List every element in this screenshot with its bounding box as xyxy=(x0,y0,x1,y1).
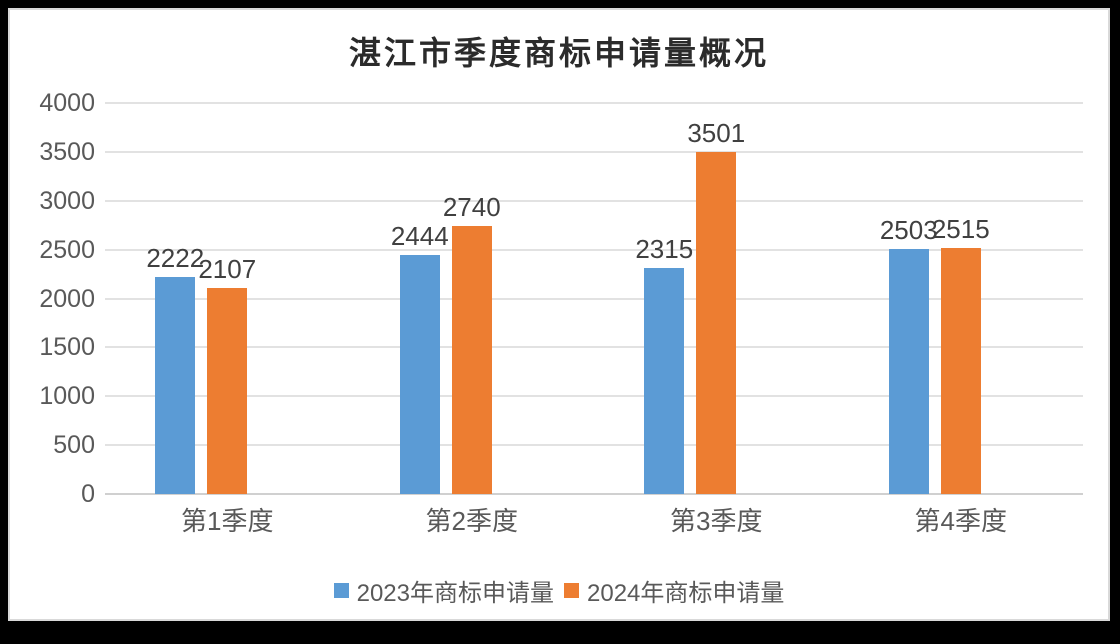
gridline xyxy=(105,102,1083,104)
x-axis-line xyxy=(105,493,1083,495)
bar-series2-q3 xyxy=(696,151,737,494)
legend-item: 2023年商标申请量 xyxy=(333,573,554,608)
y-axis-tick-label: 3500 xyxy=(39,137,95,166)
bar-series1-q4 xyxy=(888,249,929,494)
legend-label: 2024年商标申请量 xyxy=(587,580,785,607)
y-axis-tick-label: 2000 xyxy=(39,284,95,313)
bar-series2-q1 xyxy=(207,288,248,494)
bar-series1-q3 xyxy=(644,267,685,494)
bar-series1-q1 xyxy=(155,276,196,494)
chart-title: 湛江市季度商标申请量概况 xyxy=(348,35,769,71)
y-axis-tick-label: 3000 xyxy=(39,186,95,215)
bar-series2-q4 xyxy=(940,248,981,494)
chart-area: 湛江市季度商标申请量概况 0 500 1000 1500 2000 2500 3000 350… xyxy=(8,8,1110,621)
y-axis-tick-label: 1500 xyxy=(39,333,95,362)
legend-item: 2024年商标申请量 xyxy=(564,573,784,608)
legend-swatch-icon xyxy=(333,583,349,598)
gridline xyxy=(105,346,1083,349)
y-axis-tick-label: 4000 xyxy=(39,89,95,117)
data-label: 2315 xyxy=(635,233,694,264)
x-axis-label: 第3季度 xyxy=(670,506,763,536)
gridline xyxy=(105,248,1083,251)
gridline xyxy=(105,395,1083,398)
plot-area: 0 500 1000 1500 2000 2500 3000 3500 4000 第1季度 2222… xyxy=(10,10,1108,619)
data-label: 2107 xyxy=(198,254,257,285)
y-axis-tick-label: 0 xyxy=(81,480,95,508)
y-axis-tick-label: 500 xyxy=(53,431,95,460)
data-label: 2222 xyxy=(146,242,205,273)
legend-label: 2023年商标申请量 xyxy=(356,580,554,607)
gridline xyxy=(105,297,1083,300)
legend-swatch-icon xyxy=(564,583,579,598)
bar-series1-q2 xyxy=(399,255,440,494)
x-axis-label: 第2季度 xyxy=(425,506,518,536)
legend: 2023年商标申请量 2024年商标申请量 xyxy=(10,573,1108,608)
bar-series2-q2 xyxy=(451,226,492,494)
gridline xyxy=(105,444,1083,447)
data-label: 2740 xyxy=(442,192,501,223)
data-label: 2444 xyxy=(390,221,449,252)
gridline xyxy=(105,150,1083,153)
x-axis-label: 第1季度 xyxy=(181,506,274,536)
data-label: 2503 xyxy=(879,215,938,246)
data-label: 3501 xyxy=(687,117,746,148)
gridline xyxy=(105,199,1083,202)
y-axis-tick-label: 2500 xyxy=(39,235,95,264)
data-label: 2515 xyxy=(931,214,990,245)
x-axis-label: 第4季度 xyxy=(914,506,1007,536)
y-axis-tick-label: 1000 xyxy=(39,382,95,411)
